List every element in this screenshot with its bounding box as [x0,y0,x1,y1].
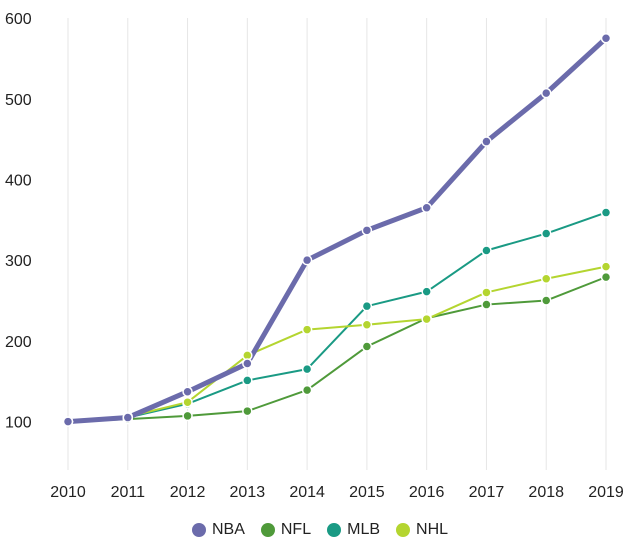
y-axis-tick-labels: 100 200 300 400 500 600 [5,11,32,432]
x-tick-label: 2016 [409,484,445,501]
data-point-mlb [540,228,552,239]
data-point-nba [242,358,253,369]
y-tick-label: 200 [5,334,32,351]
data-point-nba [421,202,432,213]
series-line-mlb [67,211,607,423]
data-point-nba [481,136,492,147]
data-point-nba [361,225,373,236]
data-point-nfl [182,410,193,422]
legend-label: NBA [211,521,245,538]
legend-label: MLB [347,521,381,538]
legend-item-nba: NBA [191,521,245,539]
x-tick-label: 2013 [230,484,266,501]
x-tick-label: 2018 [528,484,564,501]
data-point-nfl [540,295,552,306]
legend-label: NFL [280,521,312,538]
x-tick-label: 2019 [588,484,624,501]
y-tick-label: 500 [5,92,32,109]
legend-swatch [327,523,342,537]
y-tick-label: 400 [5,172,32,189]
legend-swatch [260,523,275,537]
x-tick-label: 2017 [469,484,505,501]
data-point-nfl [361,341,373,352]
data-point-nba [182,386,193,397]
data-point-nhl [301,324,313,335]
data-point-mlb [301,363,313,375]
series-line-nhl [67,265,607,423]
legend-swatch [396,523,411,537]
grid-lines [67,18,607,470]
legend-item-mlb: MLB [327,521,380,539]
legend-item-nhl: NHL [396,521,448,539]
x-tick-label: 2010 [50,484,86,501]
data-point-nhl [182,396,193,408]
legend-label: NHL [416,521,449,538]
data-point-nfl [600,271,612,283]
data-point-nba [600,32,612,44]
data-points [62,32,612,427]
data-point-nhl [600,261,612,272]
data-point-nhl [481,287,492,298]
legend: NBA NFL MLB NHL [0,518,640,542]
data-point-nfl [242,405,253,417]
data-point-mlb [421,286,432,297]
x-tick-label: 2012 [170,484,206,501]
legend-swatch [191,523,206,537]
y-tick-label: 600 [5,11,32,28]
legend-item-nfl: NFL [260,521,312,539]
data-point-nba [301,254,313,266]
x-tick-label: 2015 [349,484,385,501]
data-point-nba [122,412,134,423]
data-point-nhl [421,313,432,325]
x-tick-label: 2011 [111,484,146,501]
data-point-mlb [600,207,612,218]
data-point-nfl [301,384,313,396]
data-point-nfl [481,299,492,310]
data-point-nhl [361,319,373,330]
series-line-nba [65,35,609,425]
series-lines [65,35,609,425]
data-point-mlb [361,300,373,312]
data-point-mlb [242,375,253,386]
data-point-nhl [540,273,552,284]
x-axis-tick-labels: 2010 2011 2012 2013 2014 2015 2016 2017 2018 2019 [50,484,624,501]
y-tick-label: 100 [5,415,32,432]
y-tick-label: 300 [5,253,32,270]
data-point-mlb [481,245,492,256]
data-point-nba [540,87,552,99]
series-line-nfl [67,276,607,423]
x-tick-label: 2014 [289,484,325,501]
data-point-nba [62,416,74,427]
